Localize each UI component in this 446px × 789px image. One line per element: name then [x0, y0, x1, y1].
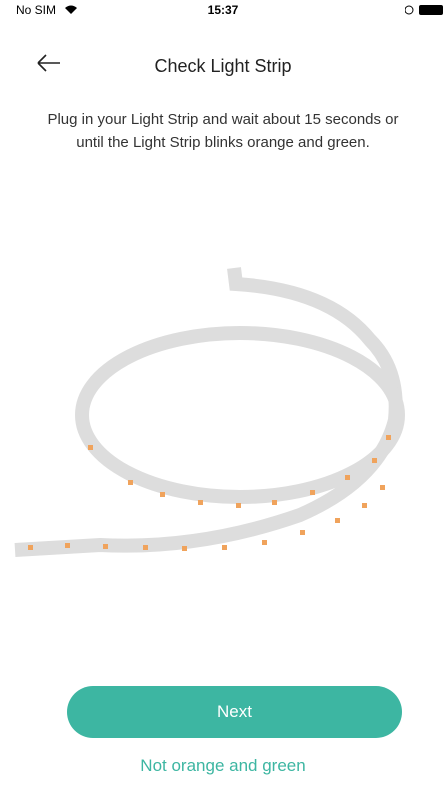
battery-icon — [405, 4, 445, 16]
not-orange-green-link[interactable]: Not orange and green — [0, 756, 446, 776]
light-strip-illustration — [0, 260, 446, 590]
instructions: Plug in your Light Strip and wait about … — [40, 108, 406, 154]
next-button[interactable]: Next — [67, 686, 402, 738]
page-title: Check Light Strip — [0, 56, 446, 77]
screen: No SIM 15:37 Check Light Strip Plug in y… — [0, 0, 446, 789]
status-bar: No SIM 15:37 — [0, 0, 446, 20]
wifi-icon — [64, 4, 78, 15]
